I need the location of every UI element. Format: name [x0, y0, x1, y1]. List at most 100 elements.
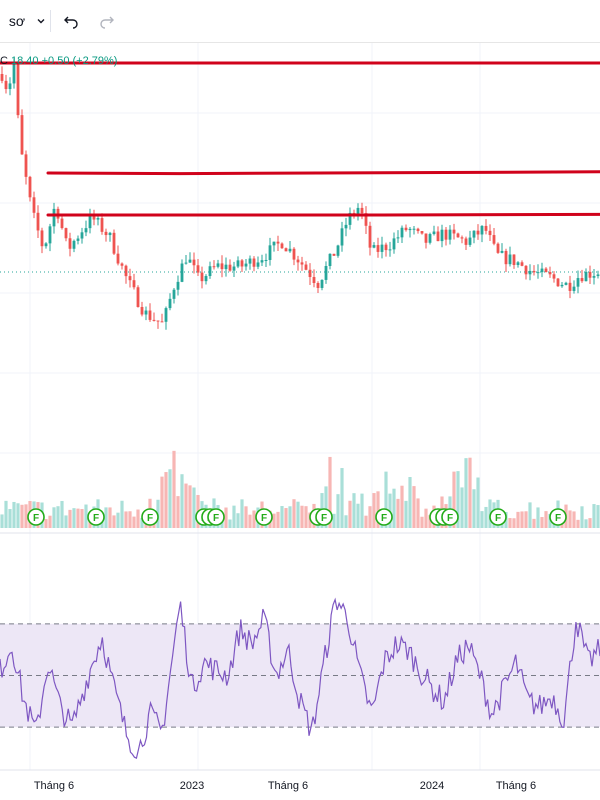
volume-bar: [452, 471, 456, 528]
volume-bar: [332, 513, 336, 528]
price-candle: [72, 240, 76, 249]
volume-bar: [464, 458, 468, 528]
volume-bar: [272, 513, 276, 528]
volume-bar: [48, 515, 52, 528]
volume-bar: [296, 501, 300, 528]
price-candle: [92, 213, 96, 220]
dividend-marker: [375, 508, 393, 526]
price-candle: [316, 283, 320, 288]
price-candle: [556, 278, 560, 287]
price-candle: [492, 235, 496, 244]
resistance-2: [46, 170, 600, 176]
dividend-marker: [489, 508, 507, 526]
price-candle: [524, 265, 528, 275]
volume-bar: [392, 488, 396, 528]
price-candle: [116, 253, 120, 264]
price-candle: [144, 310, 148, 315]
price-candle: [180, 263, 184, 282]
chart-canvas[interactable]: FFFFFFFFFFFFFFF: [0, 43, 600, 800]
volume-bar: [400, 485, 404, 528]
price-candle: [204, 276, 208, 282]
volume-bar: [472, 489, 476, 528]
volume-bar: [484, 506, 488, 528]
price-candle: [224, 264, 228, 270]
volume-bar: [408, 476, 412, 528]
volume-bar: [252, 510, 256, 528]
price-candle: [136, 287, 140, 307]
price-candle: [368, 225, 372, 248]
chevron-down-icon[interactable]: [34, 8, 48, 34]
price-candle: [184, 262, 188, 264]
volume-bar: [112, 515, 116, 528]
price-candle: [564, 282, 568, 285]
price-candle: [308, 269, 312, 278]
price-candle: [528, 270, 532, 275]
resistance-3: [46, 212, 600, 217]
volume-bar: [572, 511, 576, 528]
price-candle: [88, 213, 92, 229]
price-candle: [244, 263, 248, 267]
price-candle: [400, 227, 404, 238]
volume-bar: [280, 506, 284, 528]
price-candle: [256, 262, 260, 267]
volume-bar: [428, 515, 432, 528]
volume-bar: [384, 471, 388, 528]
volume-bar: [396, 498, 400, 528]
price-candle: [440, 229, 444, 242]
price-candle: [252, 258, 256, 267]
volume-bar: [44, 519, 48, 528]
price-candle: [4, 80, 8, 90]
price-candle: [356, 207, 360, 215]
price-candle: [112, 232, 116, 254]
time-axis-label: 2024: [419, 780, 445, 792]
price-candle: [456, 233, 460, 238]
price-candle: [584, 271, 588, 282]
price-candle: [208, 266, 212, 277]
last-price: 18.40: [11, 55, 39, 67]
volume-bar: [128, 511, 132, 528]
interval-selector[interactable]: sơ: [0, 8, 34, 34]
volume-bar: [520, 511, 524, 528]
price-candle: [124, 265, 128, 277]
price-candle: [484, 225, 488, 231]
price-candle: [488, 230, 492, 236]
price-candle: [512, 254, 516, 265]
volume-bar: [300, 505, 304, 528]
volume-bar: [508, 518, 512, 528]
dividend-marker-label: F: [495, 513, 501, 524]
volume-bar: [376, 491, 380, 528]
price-candle: [508, 254, 512, 265]
dividend-marker-label: F: [381, 513, 387, 524]
price-candle: [28, 176, 32, 198]
price-candle: [236, 260, 240, 267]
undo-icon[interactable]: [58, 8, 84, 34]
price-change: +0.50 (+2.79%): [41, 55, 118, 67]
price-candle: [140, 306, 144, 315]
dividend-marker: [87, 508, 105, 526]
volume-bar: [328, 456, 332, 528]
price-candle: [100, 218, 104, 232]
price-candle: [128, 276, 132, 281]
price-candle: [500, 250, 504, 253]
price-candle: [360, 207, 364, 214]
volume-bar: [192, 487, 196, 528]
price-candle: [520, 262, 524, 266]
volume-bar: [184, 483, 188, 528]
price-candle: [120, 263, 124, 266]
price-candle: [364, 213, 368, 226]
price-candle: [596, 274, 600, 277]
volume-bar: [228, 519, 232, 528]
volume-bar: [548, 513, 552, 528]
volume-bar: [104, 507, 108, 528]
volume-bar: [284, 508, 288, 528]
price-candle: [516, 262, 520, 265]
price-candle: [104, 231, 108, 236]
price-candle: [428, 234, 432, 243]
redo-icon[interactable]: [94, 8, 120, 34]
time-axis[interactable]: Tháng 6 2023 Tháng 6 2024 Tháng 6: [0, 770, 600, 800]
price-candle: [304, 264, 308, 270]
price-candle: [300, 262, 304, 265]
price-candle: [536, 272, 540, 274]
volume-bar: [116, 512, 120, 528]
volume-bar: [172, 450, 176, 528]
